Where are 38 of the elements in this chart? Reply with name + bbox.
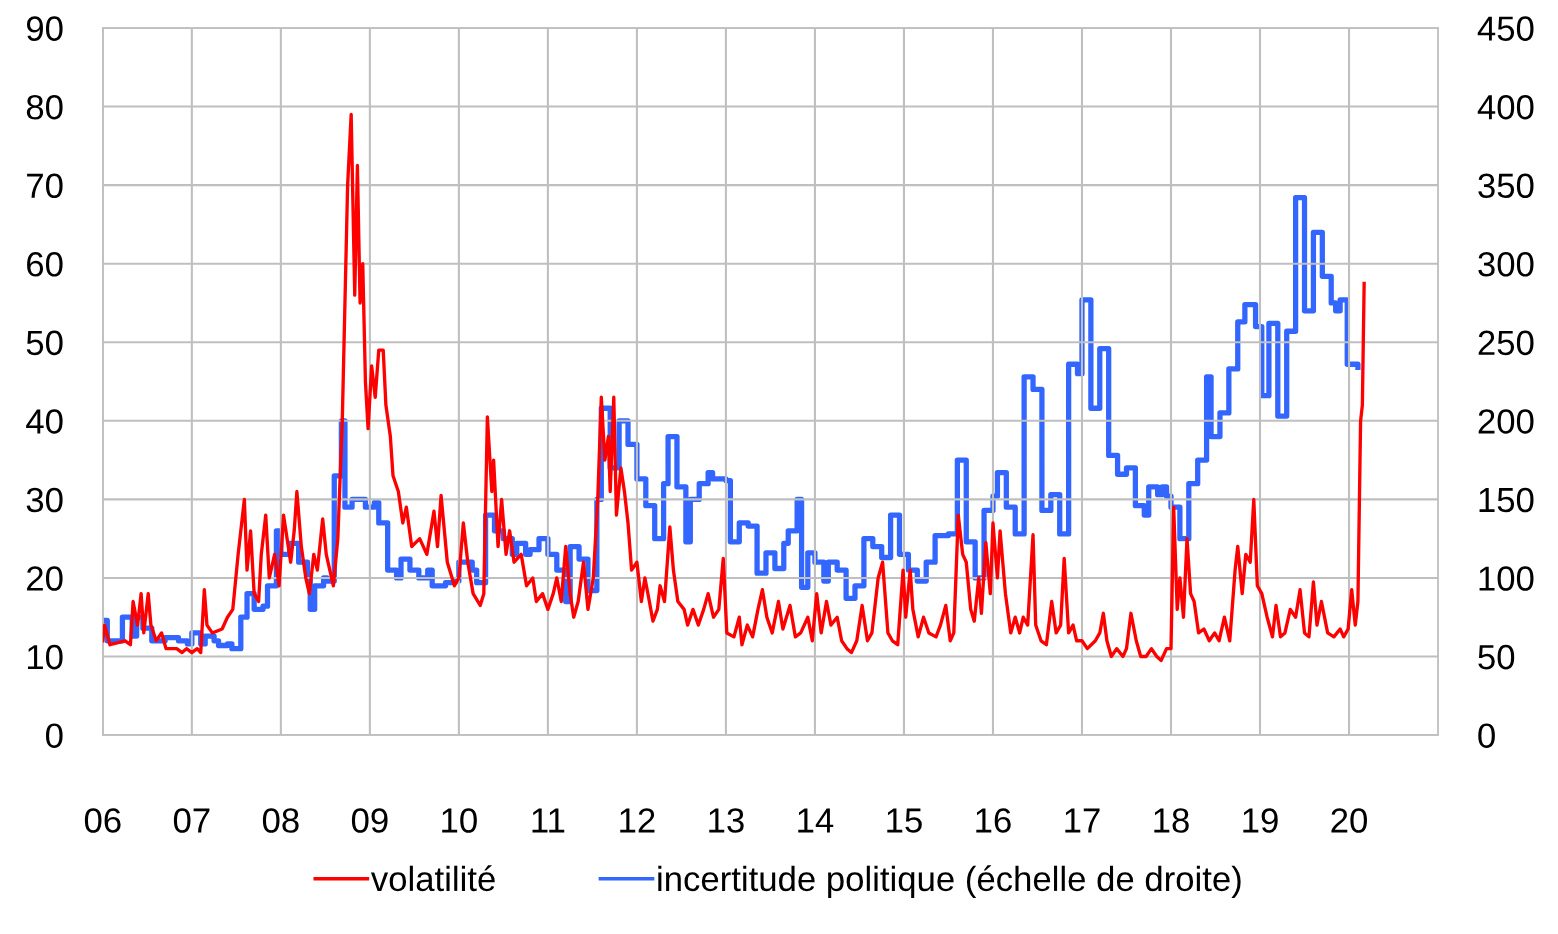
y2-tick-label: 200 — [1478, 409, 1534, 434]
y-tick-label: 10 — [27, 644, 63, 670]
y-tick-label: 50 — [26, 330, 63, 356]
line-series — [102, 112, 1366, 663]
y2-tick-label: 400 — [1477, 94, 1534, 120]
x-tick-label: 18 — [1154, 808, 1189, 833]
x-tick-label: 17 — [1065, 808, 1100, 833]
x-tick-label: 14 — [798, 808, 834, 833]
y2-tick-label: 350 — [1478, 173, 1534, 199]
y-tick-label: 20 — [27, 566, 63, 591]
x-tick-label: 06 — [84, 808, 121, 833]
x-tick-label: 12 — [620, 808, 655, 833]
y2-tick-label: 250 — [1478, 330, 1534, 356]
x-tick-label: 08 — [262, 808, 299, 833]
x-tick-label: 20 — [1331, 808, 1367, 833]
x-tick-label: 16 — [976, 808, 1011, 833]
x-tick-label: 10 — [442, 808, 477, 833]
y2-tick-label: 150 — [1479, 487, 1534, 513]
y-tick-label: 60 — [27, 252, 63, 277]
y2-tick-label: 100 — [1479, 566, 1534, 591]
x-tick-label: 09 — [351, 808, 388, 833]
x-tick-label: 11 — [532, 808, 565, 833]
y2-tick-label: 300 — [1478, 252, 1534, 277]
x-tick-label: 13 — [709, 808, 744, 833]
y-tick-label: 70 — [27, 173, 63, 199]
x-tick-label: 19 — [1243, 808, 1278, 833]
y-tick-label: 30 — [26, 487, 63, 513]
legend-label: incertitude politique (échelle de droite) — [658, 865, 1241, 899]
y2-tick-label: 0 — [1478, 723, 1495, 748]
y2-tick-label: 450 — [1477, 16, 1534, 41]
y2-tick-label: 50 — [1478, 644, 1515, 670]
y-tick-label: 40 — [26, 409, 63, 434]
y-tick-label: 90 — [26, 16, 63, 41]
x-tick-label: 07 — [173, 808, 210, 833]
x-tick-label: 15 — [887, 808, 922, 833]
y-tick-label: 0 — [45, 723, 63, 748]
y-tick-label: 80 — [26, 94, 63, 120]
legend-label: volatilité — [370, 865, 495, 892]
